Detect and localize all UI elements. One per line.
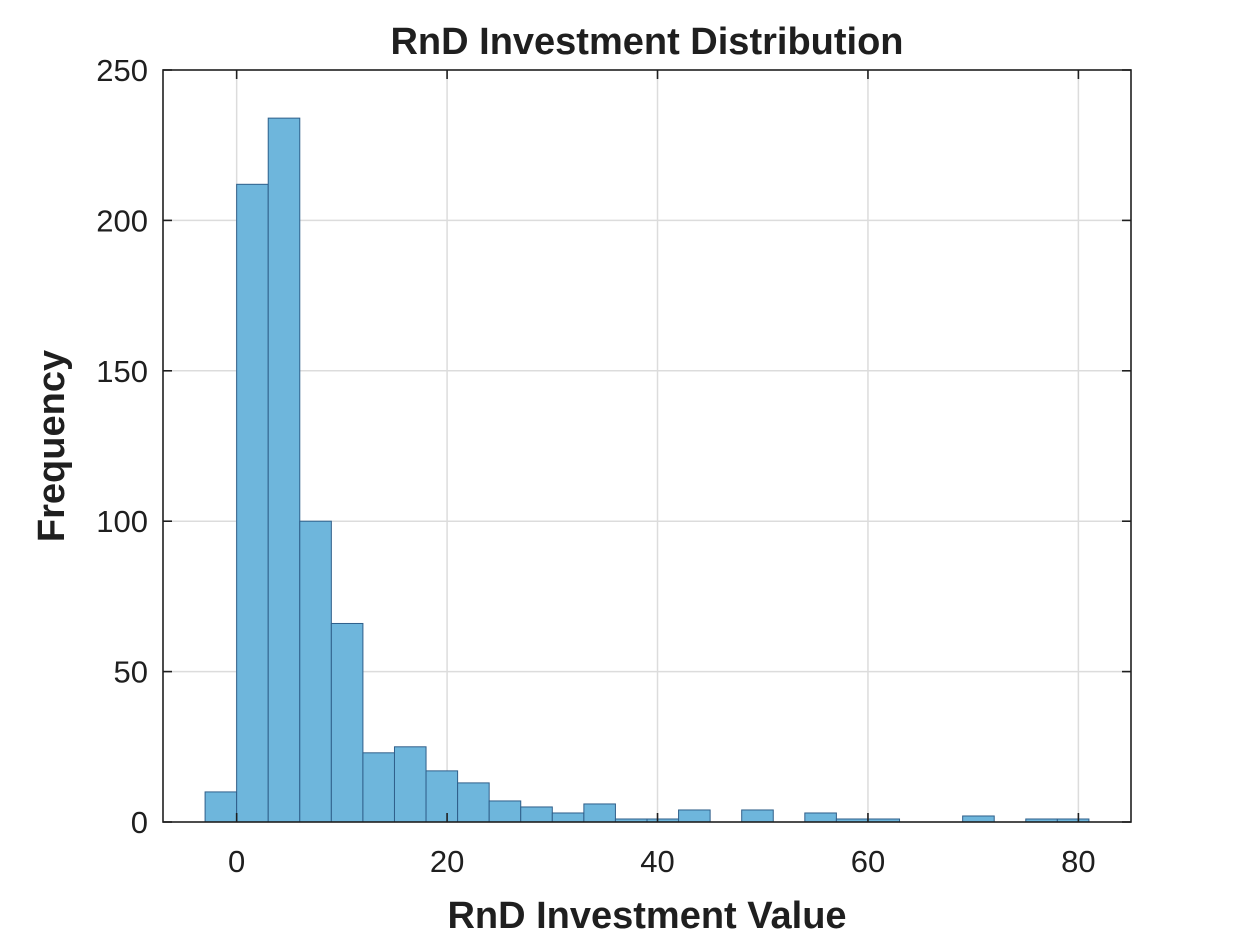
chart-title: RnD Investment Distribution xyxy=(390,21,903,63)
x-tick-label: 60 xyxy=(851,844,885,879)
x-tick-label: 40 xyxy=(640,844,674,879)
histogram-bar xyxy=(520,806,553,823)
histogram-bar xyxy=(804,812,837,823)
plot-area-frame xyxy=(162,69,1132,823)
y-tick-label: 150 xyxy=(96,354,148,389)
histogram-bar xyxy=(330,622,364,823)
histogram-bar xyxy=(425,770,459,823)
x-tick-labels: 0 20 40 60 80 xyxy=(228,844,1096,879)
histogram-bar xyxy=(299,520,332,823)
histogram-bar xyxy=(236,183,269,823)
y-tick-label: 0 xyxy=(131,805,148,840)
x-axis-title: RnD Investment Value xyxy=(447,895,846,937)
ticks-layer xyxy=(163,69,1131,823)
y-tick-label: 50 xyxy=(114,655,148,690)
x-tick-label: 20 xyxy=(430,844,464,879)
y-tick-label: 250 xyxy=(96,53,148,88)
histogram-bar xyxy=(741,809,774,823)
histogram-bar xyxy=(488,800,522,823)
y-tick-labels: 0 50 100 150 200 250 xyxy=(96,53,148,840)
bars-layer xyxy=(204,117,1090,823)
x-tick-label: 0 xyxy=(228,844,245,879)
histogram-bar xyxy=(583,803,616,823)
histogram-bar xyxy=(204,791,238,823)
x-tick-label: 80 xyxy=(1061,844,1095,879)
histogram-bar xyxy=(393,746,427,823)
histogram-bar xyxy=(962,815,995,823)
y-axis-title: Frequency xyxy=(31,350,73,542)
y-tick-label: 100 xyxy=(96,504,148,539)
histogram-bar xyxy=(267,117,301,823)
histogram-bar xyxy=(678,809,711,823)
y-tick-label: 200 xyxy=(96,203,148,238)
histogram-bar xyxy=(551,812,585,823)
histogram-bar xyxy=(362,752,395,823)
histogram-bar xyxy=(457,782,490,823)
